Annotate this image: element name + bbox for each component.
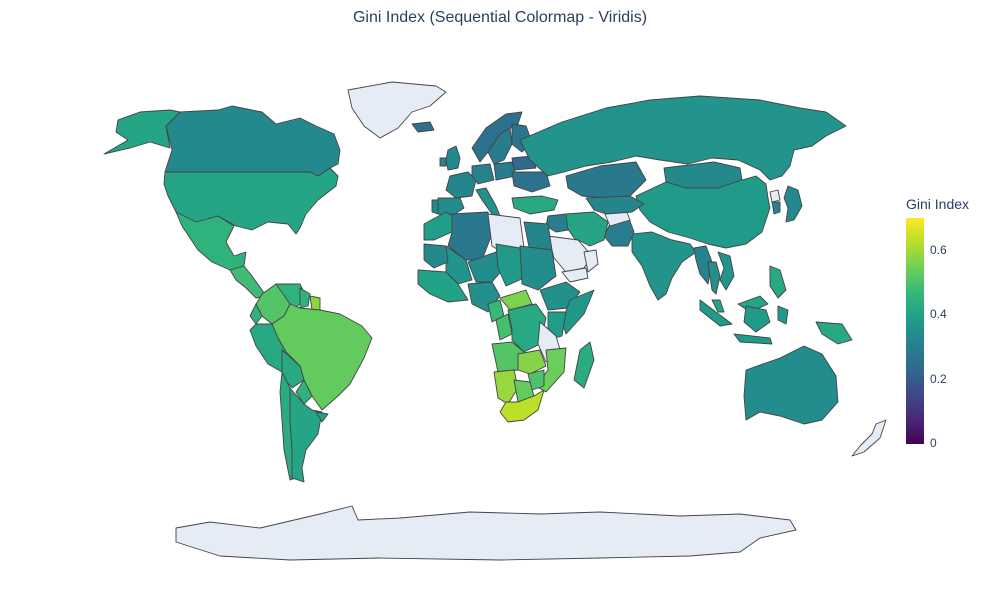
country-canada[interactable]: Canada: 0.33	[164, 105, 341, 177]
country-congo[interactable]: Congo: 0.49	[495, 313, 513, 341]
country-vietnam[interactable]: Vietnam: 0.36	[717, 251, 735, 291]
country-iraq[interactable]: Iraq: 0.3	[545, 213, 569, 233]
country-yemen[interactable]: Yemen	[561, 267, 589, 283]
country-indonesia[interactable]: Indonesia: 0.38	[699, 299, 789, 345]
country-central-asia[interactable]: Central Asia: 0.32	[585, 195, 645, 215]
country-madagascar[interactable]: Madagascar: 0.43	[573, 341, 595, 389]
country-mali[interactable]: Mali: 0.36	[445, 245, 473, 285]
country-niger[interactable]: Niger: 0.34	[467, 251, 505, 283]
country-layer: United States: 0.41Canada: 0.33Alaska (U…	[103, 81, 887, 561]
country-australia[interactable]: Australia: 0.34	[743, 345, 839, 425]
colorbar-tick-0: 0	[930, 436, 937, 450]
chart-title: Gini Index (Sequential Colormap - Viridi…	[352, 9, 648, 26]
colorbar-tick-0.2: 0.2	[930, 372, 947, 386]
country-antarctica[interactable]: Antarctica	[175, 505, 797, 561]
country-portugal[interactable]: Portugal: 0.33	[431, 199, 439, 215]
country-philippines[interactable]: Philippines: 0.42	[769, 265, 787, 299]
colorbar-title: Gini Index	[906, 196, 970, 212]
country-south-africa[interactable]: South Africa: 0.63	[499, 389, 545, 423]
country-argentina[interactable]: Argentina: 0.41	[289, 387, 323, 483]
country-north-korea[interactable]: North Korea	[769, 189, 781, 203]
country-zambia[interactable]: Zambia: 0.57	[517, 349, 547, 375]
country-myanmar[interactable]: Myanmar: 0.31	[693, 245, 713, 285]
country-new-zealand[interactable]: New Zealand	[851, 419, 887, 457]
country-thailand[interactable]: Thailand: 0.35	[707, 261, 721, 295]
country-japan[interactable]: Japan: 0.33	[783, 185, 803, 223]
country-oman[interactable]: Oman	[583, 249, 599, 273]
country-central-african-republic[interactable]: Central African Republic: 0.56	[499, 289, 533, 311]
country-west-africa[interactable]: West Africa: 0.4	[417, 269, 469, 303]
country-suriname[interactable]: Suriname: 0.58	[309, 295, 321, 311]
country-central-america[interactable]: Central America: 0.48	[229, 265, 267, 299]
country-ukraine[interactable]: Ukraine: 0.26	[511, 171, 551, 193]
country-russia[interactable]: Russia: 0.36	[519, 95, 847, 181]
country-chad[interactable]: Chad: 0.38	[495, 243, 525, 287]
country-uruguay[interactable]: Uruguay: 0.39	[315, 411, 329, 423]
country-mauritania[interactable]: Mauritania: 0.33	[423, 243, 449, 269]
country-turkey[interactable]: Turkey: 0.42	[511, 195, 559, 215]
country-china[interactable]: China: 0.38	[635, 175, 771, 249]
country-india[interactable]: India: 0.36	[631, 231, 697, 301]
colorbar	[906, 218, 924, 444]
country-ireland[interactable]: Ireland: 0.31	[439, 157, 447, 167]
country-mexico[interactable]: Mexico: 0.45	[175, 211, 247, 271]
country-iceland[interactable]: Iceland: 0.26	[411, 121, 435, 133]
colorbar-tick-0.4: 0.4	[930, 307, 947, 321]
country-alaska-united-states-[interactable]: Alaska (United States): 0.41	[103, 109, 181, 155]
country-germany[interactable]: Germany: 0.31	[471, 163, 495, 185]
country-greenland[interactable]: Greenland	[347, 81, 447, 139]
country-sudan[interactable]: Sudan: 0.34	[519, 245, 557, 291]
country-dr-congo[interactable]: DR Congo: 0.42	[507, 303, 547, 353]
country-papua-new-guinea[interactable]: Papua New Guinea: 0.42	[815, 321, 853, 345]
country-norway[interactable]: Norway: 0.26	[471, 111, 523, 163]
country-guyana[interactable]: Guyana: 0.45	[299, 287, 311, 309]
country-united-kingdom[interactable]: United Kingdom: 0.33	[445, 145, 461, 171]
country-france[interactable]: France: 0.32	[445, 171, 477, 199]
country-south-korea[interactable]: South Korea: 0.31	[771, 201, 781, 215]
colorbar-tick-0.6: 0.6	[930, 243, 947, 257]
country-ecuador[interactable]: Ecuador: 0.45	[249, 303, 263, 325]
country-namibia[interactable]: Namibia: 0.59	[493, 369, 519, 405]
